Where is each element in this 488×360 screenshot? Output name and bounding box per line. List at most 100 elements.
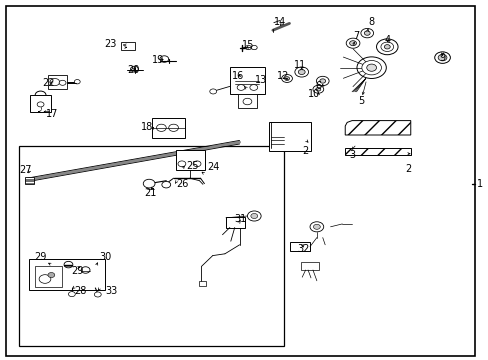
- Text: 29: 29: [71, 266, 83, 276]
- Bar: [29, 259, 105, 290]
- Text: 5: 5: [357, 96, 363, 106]
- Bar: [19, 146, 283, 346]
- Circle shape: [39, 275, 51, 283]
- Text: 12: 12: [276, 71, 288, 81]
- Bar: [121, 42, 135, 50]
- Circle shape: [312, 85, 323, 93]
- Circle shape: [160, 56, 168, 62]
- Text: 6: 6: [315, 81, 321, 91]
- Circle shape: [209, 89, 216, 94]
- Text: 11: 11: [293, 60, 305, 70]
- Bar: [25, 177, 34, 184]
- Text: 16: 16: [231, 71, 244, 81]
- Circle shape: [298, 69, 305, 75]
- Circle shape: [193, 161, 201, 167]
- Bar: [268, 122, 310, 151]
- Circle shape: [251, 45, 257, 50]
- Bar: [300, 262, 319, 270]
- Text: 25: 25: [185, 161, 198, 171]
- Circle shape: [156, 124, 166, 131]
- Circle shape: [380, 42, 393, 51]
- Circle shape: [376, 39, 397, 55]
- Text: 17: 17: [46, 109, 59, 119]
- Text: 29: 29: [34, 252, 46, 262]
- Circle shape: [360, 28, 373, 38]
- Text: 2: 2: [405, 164, 410, 174]
- Text: 22: 22: [42, 78, 55, 88]
- Text: 3: 3: [348, 150, 354, 160]
- Circle shape: [356, 57, 386, 78]
- Circle shape: [434, 52, 449, 63]
- Circle shape: [37, 102, 44, 107]
- Bar: [225, 217, 245, 228]
- Circle shape: [143, 179, 155, 188]
- Text: 23: 23: [104, 39, 117, 49]
- Text: 33: 33: [105, 286, 118, 296]
- Text: 20: 20: [126, 65, 139, 75]
- Bar: [30, 95, 51, 112]
- Polygon shape: [345, 121, 410, 135]
- Circle shape: [237, 85, 244, 90]
- Text: 2: 2: [302, 146, 308, 156]
- Circle shape: [346, 38, 359, 48]
- Circle shape: [178, 161, 185, 167]
- Circle shape: [81, 267, 90, 273]
- Text: 30: 30: [99, 252, 111, 262]
- Circle shape: [247, 211, 261, 221]
- Circle shape: [319, 79, 325, 83]
- Bar: [229, 67, 264, 94]
- Text: 27: 27: [20, 165, 32, 175]
- Text: 1: 1: [476, 179, 482, 189]
- Circle shape: [316, 76, 328, 86]
- Circle shape: [59, 80, 66, 85]
- Text: 19: 19: [151, 55, 164, 65]
- Circle shape: [349, 41, 356, 46]
- Circle shape: [162, 181, 170, 188]
- Circle shape: [309, 222, 323, 232]
- Circle shape: [361, 60, 381, 75]
- Circle shape: [437, 54, 446, 61]
- Text: 7: 7: [352, 31, 358, 41]
- Text: 8: 8: [368, 17, 374, 27]
- Circle shape: [313, 224, 320, 229]
- Bar: [48, 75, 67, 89]
- Text: 21: 21: [144, 188, 157, 198]
- Bar: [238, 94, 256, 108]
- Circle shape: [250, 213, 257, 219]
- Circle shape: [50, 78, 60, 86]
- Text: 15: 15: [241, 40, 254, 50]
- Circle shape: [249, 85, 257, 90]
- Circle shape: [68, 292, 75, 297]
- Text: 18: 18: [140, 122, 153, 132]
- Circle shape: [74, 80, 80, 84]
- Circle shape: [168, 124, 178, 131]
- Circle shape: [130, 66, 138, 72]
- Circle shape: [364, 31, 369, 35]
- Bar: [198, 281, 206, 286]
- Text: 4: 4: [384, 35, 390, 45]
- Circle shape: [64, 261, 73, 268]
- Text: 24: 24: [206, 162, 219, 172]
- Circle shape: [384, 45, 389, 49]
- Bar: [151, 118, 184, 138]
- Text: 26: 26: [176, 179, 189, 189]
- Text: 28: 28: [74, 285, 87, 296]
- Circle shape: [284, 77, 289, 80]
- Text: 14: 14: [273, 17, 285, 27]
- Circle shape: [366, 64, 376, 71]
- Text: 31: 31: [234, 213, 246, 224]
- Circle shape: [294, 67, 308, 77]
- Bar: [290, 242, 309, 251]
- Text: 9: 9: [439, 53, 445, 63]
- Circle shape: [245, 45, 251, 50]
- Polygon shape: [345, 148, 410, 155]
- Circle shape: [94, 292, 101, 297]
- Text: 32: 32: [297, 244, 309, 254]
- Bar: [176, 150, 205, 170]
- Circle shape: [281, 75, 292, 82]
- Text: 13: 13: [254, 75, 267, 85]
- Text: 10: 10: [307, 89, 320, 99]
- Circle shape: [243, 98, 251, 105]
- Circle shape: [48, 273, 55, 278]
- Bar: [35, 266, 62, 287]
